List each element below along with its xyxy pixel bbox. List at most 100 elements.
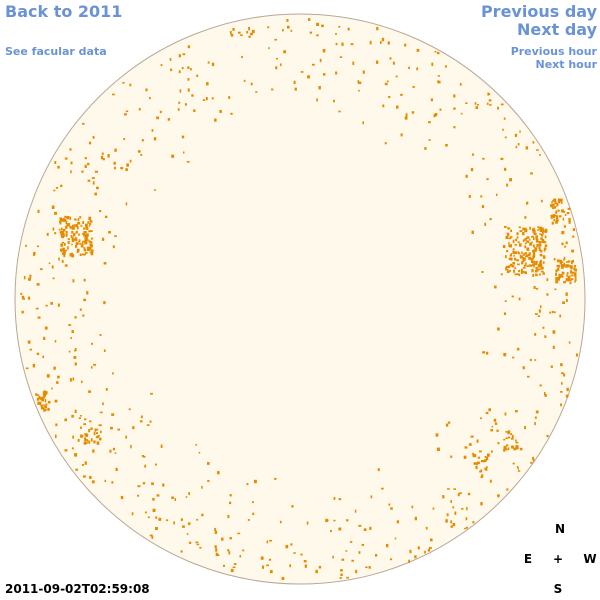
facula-point [507, 430, 511, 434]
facula-point [90, 237, 93, 240]
facula-point [290, 543, 293, 546]
facula-point [536, 243, 539, 248]
facula-point [88, 246, 92, 249]
facula-point [96, 432, 98, 435]
facula-point [529, 242, 533, 246]
facula-point [503, 447, 507, 451]
facula-point [62, 247, 65, 251]
facula-point [74, 348, 77, 352]
facula-point [268, 47, 270, 50]
facula-point [540, 266, 544, 269]
facula-point [87, 179, 91, 182]
facula-point [84, 157, 87, 160]
compass-north: N [554, 522, 566, 536]
previous-hour-link[interactable]: Previous hour [510, 45, 597, 58]
facula-point [532, 456, 535, 460]
facula-point [182, 525, 185, 528]
facula-point [362, 70, 365, 74]
facula-point [551, 310, 554, 314]
facula-point [233, 563, 237, 565]
facula-point [504, 225, 507, 228]
facula-point [156, 116, 159, 120]
facula-point [77, 221, 81, 225]
facula-point [503, 438, 506, 441]
facula-point [560, 198, 563, 202]
see-facular-data-link[interactable]: See facular data [5, 45, 107, 58]
facula-point [447, 421, 451, 424]
facula-point [97, 435, 100, 438]
facula-point [52, 277, 55, 280]
facula-point [89, 475, 92, 479]
facula-point [463, 455, 467, 459]
facula-point [330, 530, 332, 533]
back-to-year-link[interactable]: Back to 2011 [5, 2, 123, 21]
facula-point [201, 513, 204, 517]
facula-point [529, 358, 532, 362]
facula-point [570, 274, 574, 277]
facula-point [561, 209, 564, 213]
facula-point [27, 340, 31, 344]
facula-point [505, 255, 507, 259]
facula-point [427, 548, 431, 552]
facula-point [562, 301, 565, 304]
facula-point [542, 241, 544, 244]
facula-point [515, 439, 517, 442]
facula-point [521, 251, 523, 254]
facula-point [129, 159, 132, 163]
facula-point [99, 424, 102, 427]
facula-point [55, 434, 57, 438]
facula-point [74, 349, 76, 352]
next-day-link[interactable]: Next day [517, 20, 597, 39]
facula-point [61, 236, 65, 239]
facula-point [563, 210, 566, 213]
previous-day-link[interactable]: Previous day [480, 2, 597, 21]
facula-point [543, 248, 546, 252]
facula-point [129, 83, 132, 87]
facula-point [558, 215, 562, 218]
facula-point [178, 101, 181, 104]
facula-point [83, 278, 86, 282]
facula-point [514, 267, 516, 269]
facula-point [551, 221, 554, 225]
facula-point [514, 243, 517, 246]
facula-point [112, 93, 115, 96]
facula-point [563, 225, 566, 228]
facula-point [370, 495, 373, 499]
facula-point [230, 33, 234, 37]
facula-point [142, 456, 146, 458]
facula-point [570, 278, 574, 280]
facula-point [340, 569, 343, 572]
facula-point [516, 466, 519, 468]
facula-point [505, 431, 508, 433]
facula-point [487, 92, 489, 96]
facula-point [513, 447, 516, 451]
facula-point [381, 37, 385, 42]
facula-point [62, 231, 65, 234]
facula-point [511, 265, 515, 268]
facula-point [112, 447, 115, 451]
facula-point [539, 261, 542, 265]
facula-point [90, 438, 93, 442]
facula-point [80, 224, 83, 227]
facula-point [504, 300, 507, 302]
facula-point [71, 231, 74, 234]
next-hour-link[interactable]: Next hour [535, 58, 598, 71]
facula-point [229, 537, 232, 540]
facula-point [534, 247, 538, 251]
facula-point [567, 279, 570, 282]
facula-point [167, 118, 171, 121]
facula-point [50, 301, 53, 305]
facula-point [80, 426, 82, 429]
facula-point [84, 236, 87, 240]
facula-point [575, 353, 578, 357]
facula-point [489, 479, 492, 483]
facula-point [254, 479, 257, 484]
facula-point [453, 107, 456, 110]
facula-point [82, 233, 85, 235]
facula-point [239, 555, 242, 558]
facula-point [279, 520, 282, 524]
facula-point [555, 272, 557, 276]
facula-point [558, 274, 561, 278]
facula-point [180, 518, 183, 521]
facula-point [217, 554, 220, 557]
